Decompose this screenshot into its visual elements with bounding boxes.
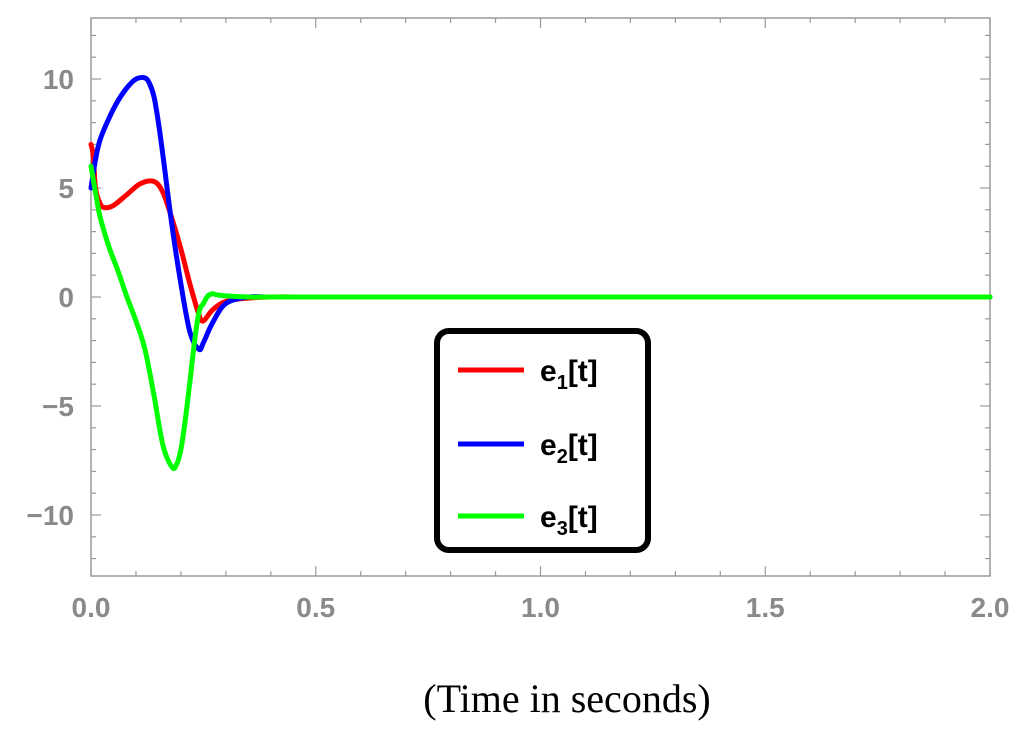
- series-lines: [88, 75, 993, 472]
- series-line-3: [88, 163, 993, 472]
- x-tick-label: 0.5: [296, 592, 335, 623]
- x-tick-label: 1.5: [746, 592, 785, 623]
- x-tick-label: 2.0: [971, 592, 1010, 623]
- legend-label-1: e1[t]: [540, 355, 598, 394]
- y-tick-label: −5: [42, 391, 74, 422]
- legend-box: [434, 328, 651, 553]
- x-tick-label: 1.0: [521, 592, 560, 623]
- tick-marks: [90, 18, 991, 576]
- legend-label-3: e3[t]: [540, 501, 598, 540]
- series-line-2: [88, 75, 993, 353]
- y-tick-label: 5: [58, 173, 74, 204]
- x-axis-label: (Time in seconds): [423, 676, 710, 721]
- legend: e1[t] e2[t] e3[t]: [434, 328, 651, 553]
- legend-label-2: e2[t]: [540, 429, 598, 468]
- tick-labels: 0.0 0.5 1.0 1.5 2.0 10 5 0 −5 −10: [27, 64, 1010, 623]
- y-tick-label: 10: [43, 64, 74, 95]
- y-tick-label: −10: [27, 500, 75, 531]
- x-tick-label: 0.0: [72, 592, 111, 623]
- y-tick-label: 0: [58, 282, 74, 313]
